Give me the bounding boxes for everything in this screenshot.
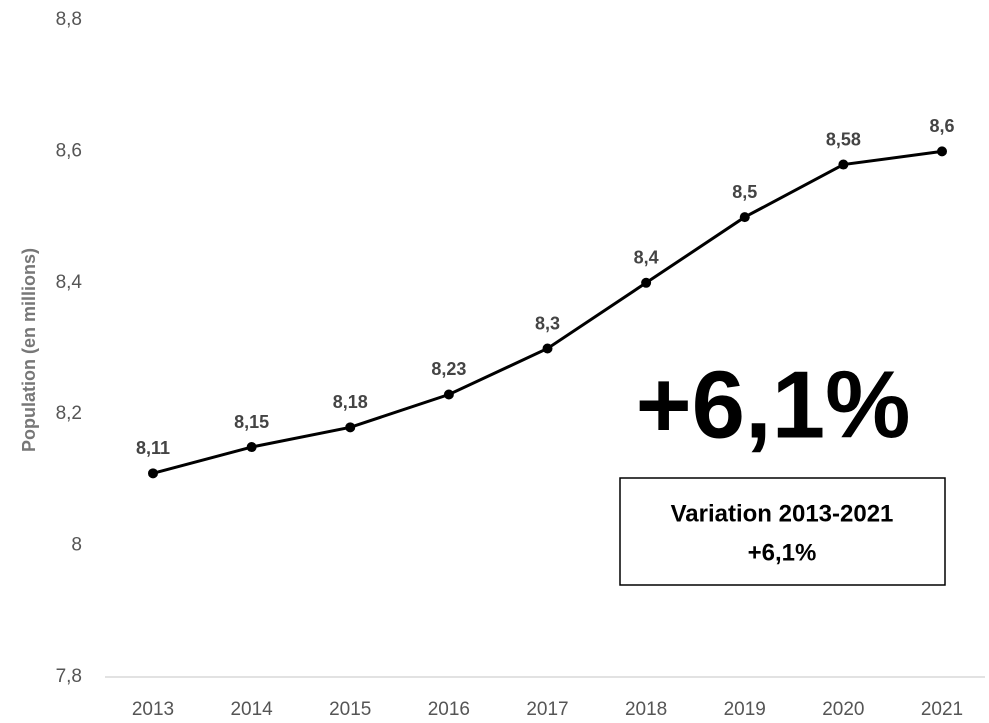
x-tick-label: 2018	[625, 699, 667, 720]
point	[542, 343, 553, 354]
box-line: +6,1%	[748, 539, 817, 566]
y-tick-label: 8,4	[56, 272, 83, 293]
y-axis-label: Population (en millions)	[19, 248, 39, 452]
annotation-box	[619, 477, 946, 586]
data-label: 8,4	[634, 248, 659, 268]
x-tick-label: 2017	[526, 699, 568, 720]
point	[443, 389, 454, 400]
data-label: 8,5	[732, 182, 757, 202]
point	[641, 277, 652, 288]
data-label: 8,15	[234, 412, 269, 432]
x-tick-label: 2013	[132, 699, 174, 720]
point	[739, 212, 750, 223]
point	[246, 442, 257, 453]
x-tick-label: 2016	[428, 699, 470, 720]
box-line: Variation 2013-2021	[671, 500, 894, 527]
data-label: 8,18	[333, 392, 368, 412]
y-tick-label: 8,6	[56, 140, 82, 161]
y-tick-label: 8,8	[56, 9, 82, 30]
point	[345, 422, 356, 433]
x-tick-label: 2021	[921, 699, 963, 720]
x-tick-label: 2014	[230, 699, 273, 720]
data-label: 8,11	[136, 438, 170, 458]
y-tick-label: 8,2	[56, 403, 82, 424]
point	[148, 468, 158, 479]
data-label: 8,23	[431, 359, 466, 379]
y-tick-label: 7,8	[56, 666, 82, 687]
x-tick-label: 2019	[724, 699, 766, 720]
x-tick-label: 2015	[329, 699, 371, 720]
data-label: 8,3	[535, 313, 560, 333]
x-tick-label: 2020	[822, 699, 864, 720]
y-tick-label: 8	[71, 535, 82, 556]
annotation: +6,1%	[636, 351, 911, 458]
point	[838, 159, 849, 170]
point	[937, 146, 947, 157]
data-label: 8,6	[929, 116, 954, 136]
data-label: 8,58	[826, 129, 861, 149]
